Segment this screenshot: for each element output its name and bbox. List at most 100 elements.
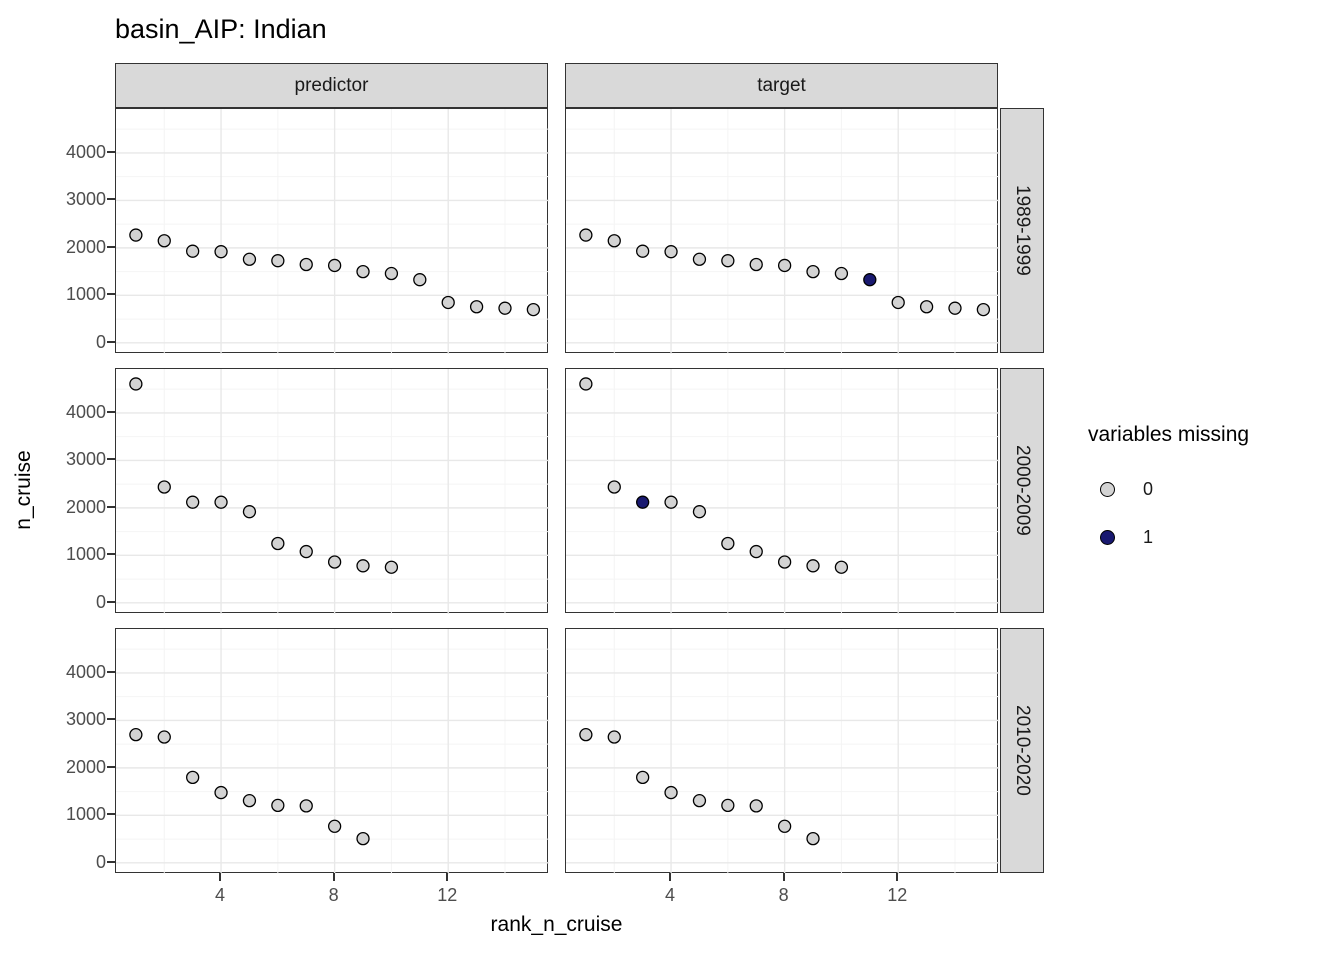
y-tick-mark bbox=[107, 765, 115, 768]
facet-strip-label: 2010-2020 bbox=[1012, 705, 1033, 796]
data-point bbox=[579, 377, 593, 391]
data-point bbox=[976, 302, 991, 317]
x-tick-mark bbox=[669, 873, 672, 881]
data-point bbox=[214, 785, 228, 800]
data-point bbox=[806, 264, 820, 279]
y-tick-mark bbox=[107, 458, 115, 461]
data-point bbox=[242, 505, 257, 519]
panel-canvas bbox=[116, 629, 549, 874]
y-tick-label: 2000 bbox=[65, 756, 106, 777]
data-point bbox=[186, 244, 200, 258]
data-point bbox=[441, 295, 455, 310]
y-tick-mark bbox=[107, 553, 115, 556]
x-tick-mark bbox=[782, 873, 785, 881]
data-point bbox=[299, 257, 313, 272]
data-point bbox=[664, 785, 678, 800]
data-point bbox=[327, 258, 342, 273]
data-point bbox=[469, 300, 484, 314]
facet-strip-2000-2009: 2000-2009 bbox=[1000, 368, 1044, 613]
y-tick-label: 0 bbox=[95, 851, 106, 872]
data-point bbox=[664, 245, 678, 259]
data-point bbox=[806, 831, 820, 846]
y-tick-label: 3000 bbox=[65, 709, 106, 730]
data-point bbox=[356, 831, 370, 846]
panel-predictor-1989-1999 bbox=[115, 108, 549, 354]
y-tick-label: 1000 bbox=[65, 544, 106, 565]
data-point bbox=[526, 302, 541, 317]
data-point bbox=[327, 555, 342, 569]
data-point bbox=[607, 480, 621, 494]
y-tick-mark bbox=[107, 718, 115, 721]
data-point bbox=[636, 495, 650, 509]
y-tick-mark bbox=[107, 340, 115, 343]
data-point bbox=[384, 560, 399, 574]
data-point bbox=[636, 770, 650, 785]
data-point bbox=[863, 273, 877, 287]
panel-canvas bbox=[566, 109, 999, 354]
y-tick-label: 0 bbox=[95, 331, 106, 352]
data-point bbox=[413, 273, 427, 287]
panel-canvas bbox=[566, 629, 999, 874]
data-point bbox=[806, 559, 820, 573]
data-point bbox=[692, 505, 707, 519]
panel-canvas bbox=[566, 369, 999, 614]
data-point bbox=[129, 228, 143, 242]
x-tick-label: 4 bbox=[665, 885, 676, 905]
data-point bbox=[721, 798, 735, 813]
data-point bbox=[607, 730, 621, 744]
x-tick-mark bbox=[219, 873, 222, 881]
data-point bbox=[271, 798, 285, 813]
panel-target-2010-2020 bbox=[565, 628, 999, 874]
data-point bbox=[777, 819, 792, 833]
data-point bbox=[299, 799, 313, 813]
data-point bbox=[186, 770, 200, 785]
y-tick-mark bbox=[107, 198, 115, 201]
legend-key-circle-icon bbox=[1100, 481, 1115, 497]
facet-strip-label: target bbox=[757, 74, 806, 96]
legend-item-0: 0 bbox=[1088, 472, 1338, 506]
x-tick-label: 12 bbox=[887, 885, 908, 905]
y-tick-label: 4000 bbox=[65, 661, 106, 682]
panel-predictor-2010-2020 bbox=[115, 628, 549, 874]
data-point bbox=[214, 245, 228, 259]
panel-target-2000-2009 bbox=[565, 368, 999, 614]
y-tick-label: 4000 bbox=[65, 141, 106, 162]
data-point bbox=[299, 544, 313, 559]
panel-canvas bbox=[116, 369, 549, 614]
data-point bbox=[749, 544, 763, 559]
data-point bbox=[948, 301, 962, 315]
data-point bbox=[384, 266, 399, 281]
y-tick-mark bbox=[107, 505, 115, 508]
data-point bbox=[919, 300, 934, 314]
panel-target-1989-1999 bbox=[565, 108, 999, 354]
data-point bbox=[749, 799, 763, 813]
data-point bbox=[157, 480, 171, 494]
data-point bbox=[271, 254, 285, 268]
legend-title: variables missing bbox=[1088, 423, 1250, 446]
legend-item-1: 1 bbox=[1088, 520, 1338, 554]
x-tick-mark bbox=[446, 873, 449, 881]
facet-strip-2010-2020: 2010-2020 bbox=[1000, 628, 1044, 873]
y-tick-label: 0 bbox=[95, 591, 106, 612]
x-tick-label: 8 bbox=[328, 885, 339, 905]
y-tick-label: 3000 bbox=[65, 449, 106, 470]
legend-item-label: 0 bbox=[1143, 478, 1154, 499]
x-tick-mark bbox=[332, 873, 335, 881]
data-point bbox=[186, 495, 200, 509]
x-tick-label: 8 bbox=[778, 885, 789, 905]
legend: variables missing 0 1 bbox=[1088, 422, 1338, 568]
y-tick-mark bbox=[107, 245, 115, 248]
data-point bbox=[242, 793, 257, 808]
y-axis-title: n_cruise bbox=[12, 450, 35, 530]
data-point bbox=[777, 258, 792, 273]
data-point bbox=[129, 727, 143, 742]
data-point bbox=[664, 495, 678, 509]
y-tick-mark bbox=[107, 600, 115, 603]
panel-predictor-2000-2009 bbox=[115, 368, 549, 614]
legend-item-label: 1 bbox=[1143, 526, 1154, 547]
facet-strip-predictor: predictor bbox=[115, 63, 548, 108]
facet-strip-label: predictor bbox=[294, 74, 369, 96]
legend-key-circle-icon bbox=[1100, 529, 1115, 545]
plot-title: basin_AIP: Indian bbox=[115, 14, 327, 44]
